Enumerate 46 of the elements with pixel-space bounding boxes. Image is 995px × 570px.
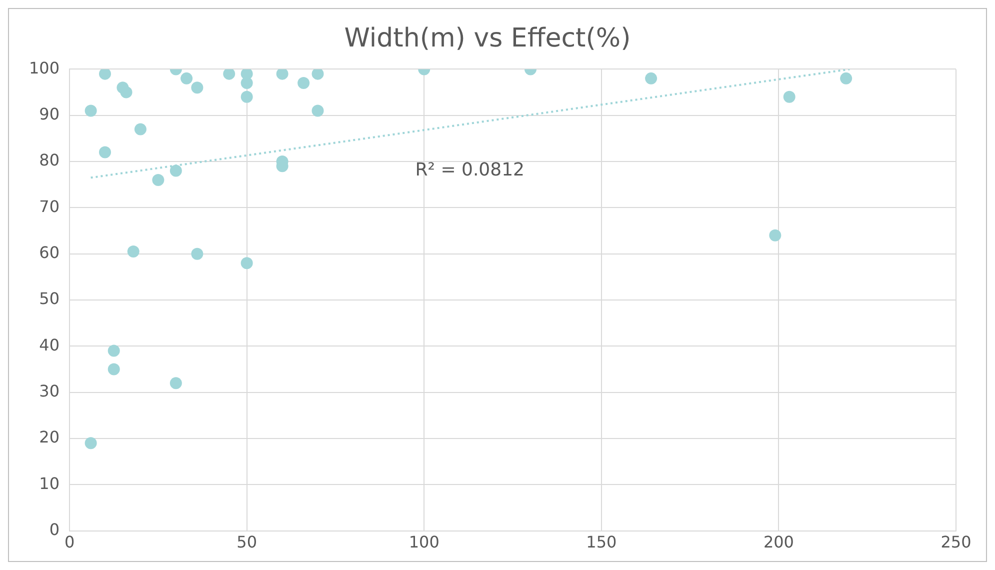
point	[108, 344, 120, 357]
point	[99, 69, 111, 80]
x-tick-label: 250	[940, 532, 972, 552]
x-tick-label: 200	[763, 532, 794, 552]
y-tick-label: 0	[49, 520, 60, 539]
x-tick-label: 50	[236, 532, 258, 552]
point	[191, 82, 204, 94]
point	[180, 72, 193, 84]
x-tick-label: 150	[586, 532, 617, 552]
y-tick-label: 100	[28, 58, 60, 78]
point	[99, 146, 111, 158]
point	[127, 246, 140, 258]
point	[84, 437, 97, 450]
annotation: R² = 0.0812	[415, 159, 524, 180]
point	[645, 72, 658, 84]
point	[108, 363, 120, 376]
point	[276, 69, 288, 80]
y-tick-label: 10	[39, 474, 60, 493]
point	[240, 257, 253, 270]
x-tick-label: 100	[408, 532, 440, 552]
point	[120, 86, 132, 98]
y-tick-label: 80	[39, 150, 60, 170]
point	[298, 77, 310, 90]
y-tick-label: 70	[39, 196, 60, 216]
point	[240, 90, 253, 103]
point	[170, 377, 182, 390]
y-tick-label: 20	[39, 428, 60, 447]
point	[783, 90, 796, 103]
chart-title: Width(m) vs Effect(%)	[344, 23, 631, 54]
y-tick-label: 90	[39, 104, 60, 124]
point	[840, 72, 852, 84]
point	[312, 69, 324, 80]
x-tick-label: 0	[64, 532, 75, 552]
y-tick-label: 50	[39, 289, 60, 308]
point	[223, 69, 236, 80]
point	[191, 248, 204, 260]
point	[170, 164, 182, 177]
point	[312, 104, 324, 117]
point	[134, 123, 146, 136]
point	[152, 174, 164, 186]
point	[240, 77, 253, 90]
y-tick-label: 30	[39, 381, 60, 400]
point	[769, 229, 782, 242]
y-tick-label: 40	[39, 335, 60, 354]
y-tick-label: 60	[39, 242, 60, 262]
point	[84, 104, 97, 117]
